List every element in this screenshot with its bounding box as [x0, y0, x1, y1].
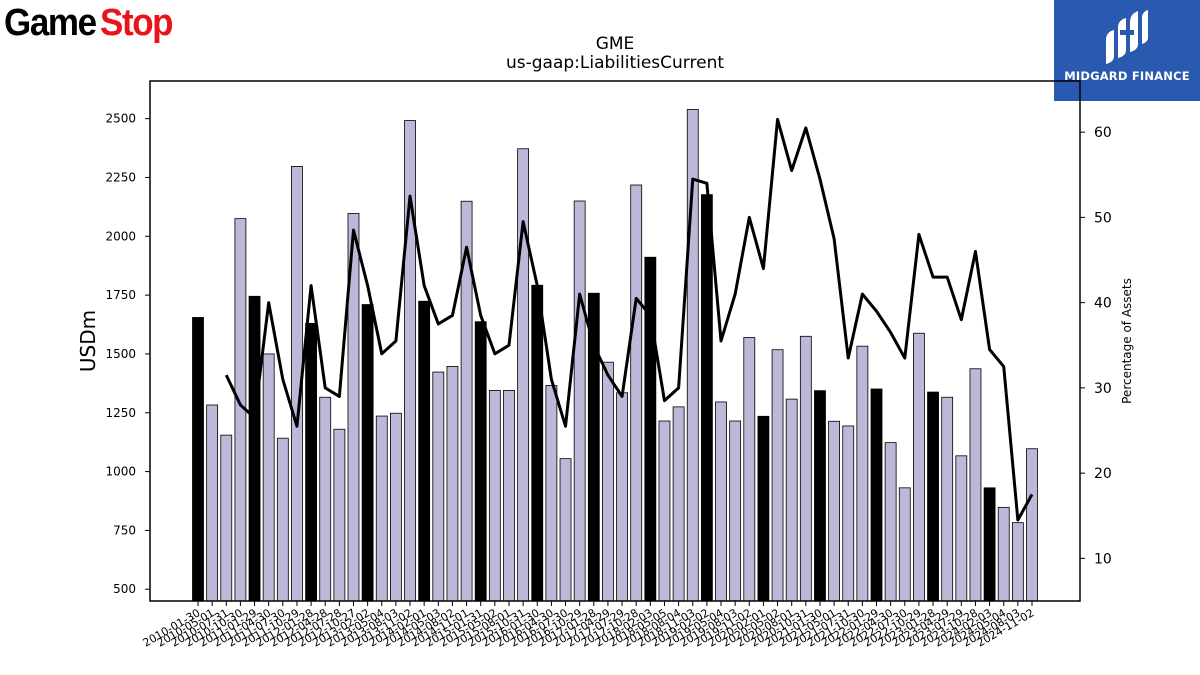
bar [771, 349, 784, 602]
y2-tick-label: 60 [1094, 125, 1112, 141]
bar [884, 442, 897, 602]
line-group [224, 117, 1034, 522]
y-tick-label: 2250 [105, 170, 136, 184]
bar [418, 300, 431, 602]
bar [545, 385, 558, 602]
y2-tick-label: 30 [1094, 381, 1112, 397]
bar [573, 200, 586, 602]
bar [799, 335, 812, 602]
bar [517, 148, 530, 602]
bar [672, 406, 685, 602]
bar [743, 337, 756, 602]
bar [927, 391, 939, 602]
midgard-emblem-icon [1106, 10, 1148, 64]
bar [630, 184, 643, 602]
bar [220, 434, 233, 602]
y-tick-label: 2000 [105, 229, 136, 243]
bar [856, 345, 869, 602]
y-tick-label: 2500 [105, 112, 136, 126]
bar [715, 401, 727, 602]
bar [983, 487, 996, 602]
bar [531, 284, 544, 602]
bar [319, 396, 332, 602]
y2-tick-label: 20 [1094, 466, 1112, 482]
y2-tick-label: 50 [1094, 210, 1112, 226]
bar [700, 194, 713, 602]
bar [616, 392, 628, 602]
bar [870, 388, 883, 602]
bar [969, 368, 982, 602]
bar [276, 437, 289, 602]
bars-group [192, 109, 1038, 602]
y-tick-label: 500 [113, 582, 136, 596]
bar [446, 366, 459, 602]
y2-tick-label: 10 [1094, 551, 1112, 567]
bar [828, 420, 840, 602]
bar [941, 396, 954, 602]
y2-tick-label: 40 [1094, 296, 1112, 312]
bar [192, 317, 204, 602]
bar [404, 120, 416, 602]
bar [361, 304, 374, 602]
bar [1026, 448, 1038, 602]
bar [559, 458, 572, 602]
bar [389, 412, 402, 602]
percentage-of-assets-line [224, 117, 1034, 522]
bar [248, 295, 261, 602]
bar [602, 361, 614, 602]
y-tick-label: 1000 [105, 465, 136, 479]
bar [785, 398, 798, 602]
bar [262, 353, 275, 602]
midgard-finance-logo-text: MIDGARD FINANCE [1064, 69, 1190, 83]
plot-frame [149, 80, 1081, 602]
bar [814, 390, 826, 602]
y-tick-label: 1500 [105, 347, 136, 361]
y-axis-label: USDm [76, 310, 100, 372]
bar [206, 404, 219, 602]
midgard-finance-logo: MIDGARD FINANCE [1054, 0, 1200, 101]
bar [658, 420, 671, 602]
bar [503, 390, 515, 602]
bar [375, 415, 388, 602]
bar [474, 321, 487, 602]
gamestop-logo-game-text: Game [4, 2, 97, 44]
bar [333, 428, 346, 602]
bar [997, 506, 1010, 602]
chart-title: GME [596, 34, 635, 54]
gamestop-logo-stop-text: Stop [100, 2, 174, 44]
bar [432, 371, 445, 602]
y-tick-label: 750 [113, 523, 136, 537]
bar [729, 420, 742, 602]
y2-axis-label: Percentage of Assets [1120, 278, 1134, 404]
y-tick-label: 1250 [105, 406, 136, 420]
gamestop-logo: Game Stop [4, 2, 194, 44]
y-tick-label: 1750 [105, 288, 136, 302]
chart-subtitle: us-gaap:LiabilitiesCurrent [506, 53, 724, 73]
bar [305, 322, 317, 602]
bar [955, 455, 968, 602]
bar [1011, 522, 1024, 602]
bar [488, 390, 501, 602]
bar [587, 292, 600, 602]
axes-group: 500 750 1000 1250 1500 1750 2000 2250 2500 10 20 30… [105, 80, 1112, 650]
bar [913, 332, 925, 602]
bar [898, 487, 911, 602]
bar [842, 425, 855, 602]
bar [757, 415, 770, 602]
